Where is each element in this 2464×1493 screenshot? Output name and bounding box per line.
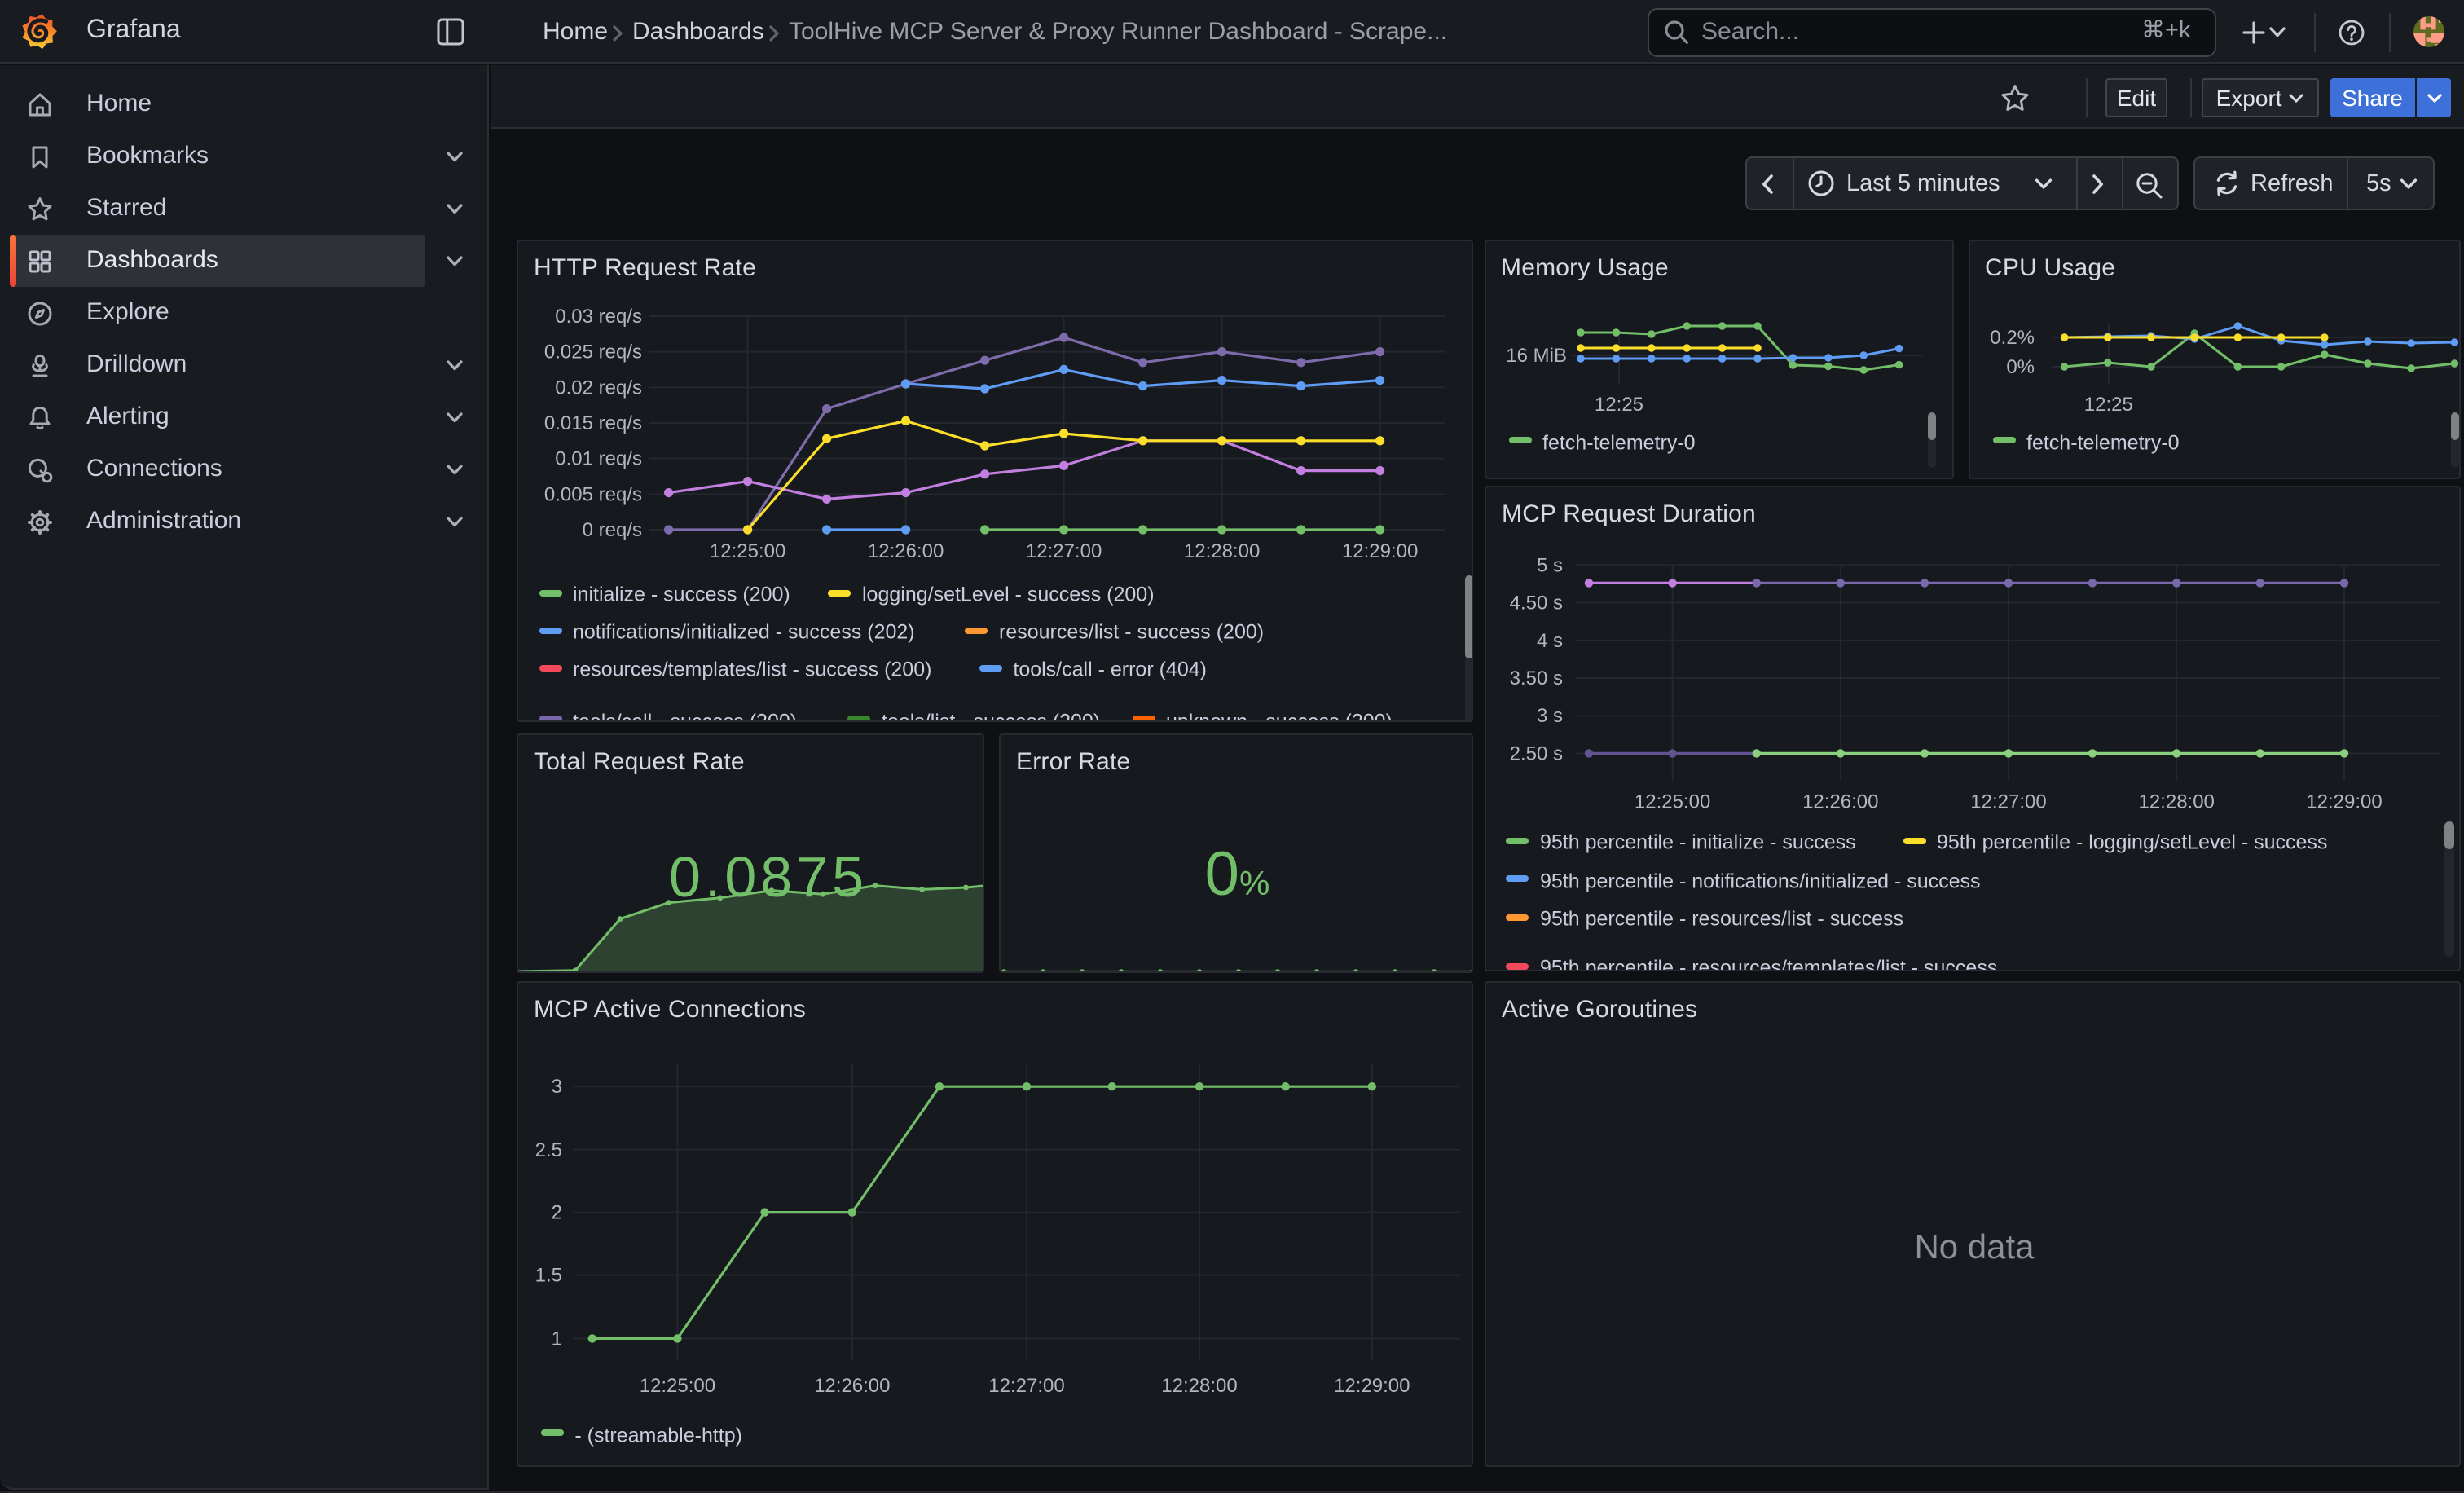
svg-text:0%: 0% [2005,356,2034,378]
svg-text:0 req/s: 0 req/s [583,519,642,541]
svg-text:12:28:00: 12:28:00 [1184,540,1260,562]
svg-text:3.50 s: 3.50 s [1510,667,1563,689]
svg-text:3: 3 [552,1076,562,1098]
svg-text:0.02 req/s: 0.02 req/s [555,377,642,399]
svg-text:12:29:00: 12:29:00 [2306,791,2382,813]
svg-text:12:25:00: 12:25:00 [1635,791,1710,813]
svg-text:12:27:00: 12:27:00 [1026,540,1102,562]
svg-text:1.5: 1.5 [535,1265,562,1287]
svg-text:1: 1 [552,1328,562,1350]
svg-text:12:26:00: 12:26:00 [1802,791,1878,813]
svg-text:2.50 s: 2.50 s [1510,742,1563,764]
svg-text:12:28:00: 12:28:00 [2138,791,2214,813]
svg-text:12:25:00: 12:25:00 [640,1375,715,1397]
svg-text:4 s: 4 s [1537,630,1563,652]
svg-text:0.2%: 0.2% [1989,327,2034,349]
svg-text:12:27:00: 12:27:00 [988,1375,1064,1397]
svg-text:12:25:00: 12:25:00 [710,540,785,562]
svg-text:16 MiB: 16 MiB [1505,345,1566,367]
svg-text:5 s: 5 s [1537,554,1563,576]
svg-text:0.01 req/s: 0.01 req/s [555,448,642,470]
svg-text:12:26:00: 12:26:00 [868,540,944,562]
svg-text:4.50 s: 4.50 s [1510,592,1563,614]
svg-text:3 s: 3 s [1537,705,1563,727]
svg-text:12:29:00: 12:29:00 [1342,540,1418,562]
svg-text:12:25: 12:25 [2083,394,2132,416]
svg-text:12:25: 12:25 [1594,394,1643,416]
svg-text:0.025 req/s: 0.025 req/s [544,341,642,363]
svg-text:0.005 req/s: 0.005 req/s [544,483,642,505]
svg-text:12:29:00: 12:29:00 [1334,1375,1410,1397]
svg-text:0.015 req/s: 0.015 req/s [544,412,642,434]
svg-text:12:28:00: 12:28:00 [1161,1375,1237,1397]
svg-text:12:27:00: 12:27:00 [1970,791,2046,813]
svg-text:0.03 req/s: 0.03 req/s [555,306,642,328]
svg-text:2.5: 2.5 [535,1139,562,1161]
svg-text:2: 2 [552,1202,562,1224]
svg-text:12:26:00: 12:26:00 [814,1375,890,1397]
